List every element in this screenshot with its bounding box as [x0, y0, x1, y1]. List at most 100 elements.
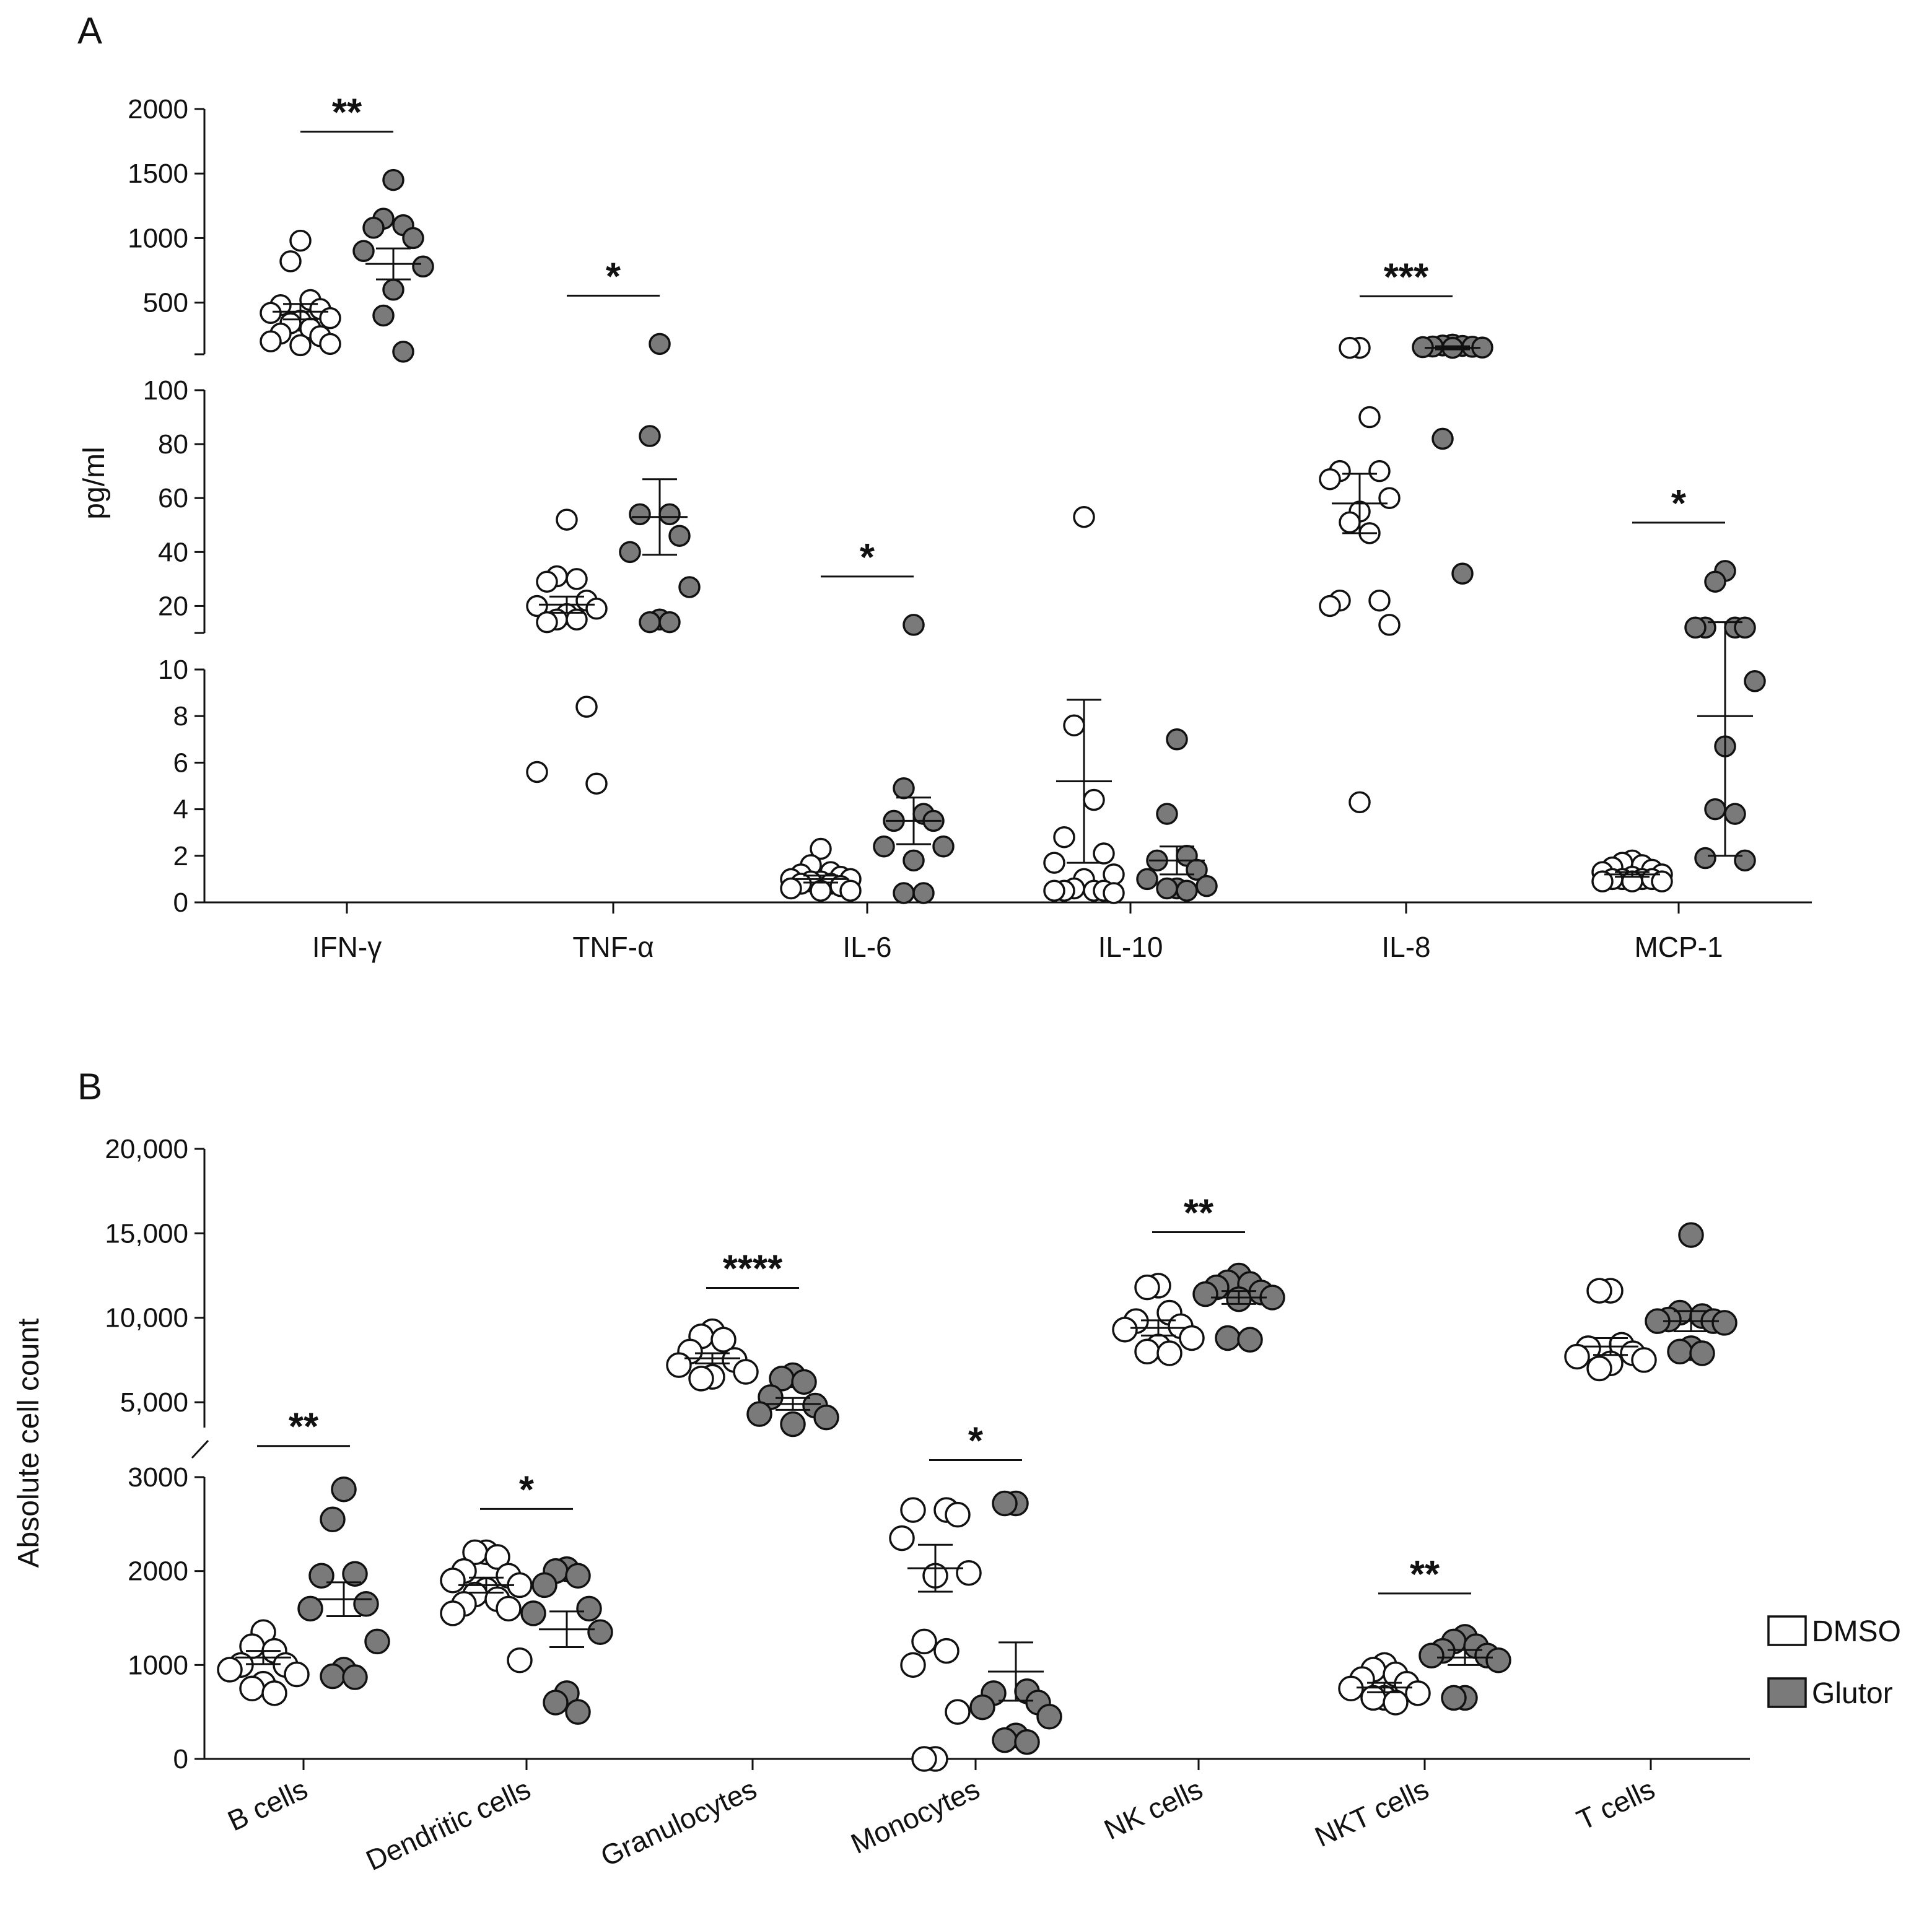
glutor-point	[1485, 1647, 1511, 1673]
dmso-point	[1651, 870, 1673, 892]
glutor-point	[1014, 1729, 1040, 1755]
glutor-point	[1724, 803, 1746, 825]
glutor-point	[352, 240, 375, 263]
y-tick-label: 8	[173, 701, 188, 731]
dmso-point	[1319, 595, 1341, 617]
dmso-point	[1564, 1343, 1590, 1370]
x-tick-label: T cells	[1572, 1773, 1660, 1836]
dmso-point	[1338, 1675, 1364, 1701]
x-tick-label: IL-10	[1098, 931, 1163, 963]
dmso-point	[733, 1359, 759, 1385]
dmso-point	[526, 595, 548, 617]
glutor-point	[658, 611, 681, 634]
significance-stars: *	[606, 255, 621, 298]
dmso-point	[1103, 882, 1125, 904]
dmso-point	[1043, 879, 1065, 902]
panel-label: B	[77, 1066, 102, 1107]
dmso-point	[945, 1699, 971, 1725]
dmso-point	[556, 508, 578, 531]
dmso-point	[1134, 1274, 1160, 1301]
y-tick-label: 3000	[128, 1462, 188, 1493]
dmso-point	[507, 1647, 533, 1673]
dmso-point	[1631, 1347, 1657, 1373]
dmso-point	[575, 696, 598, 718]
glutor-point	[1711, 1310, 1737, 1336]
legend-swatch	[1767, 1677, 1807, 1708]
dmso-point	[780, 877, 802, 900]
dmso-point	[1179, 1325, 1205, 1351]
dmso-point	[319, 307, 341, 329]
glutor-point	[308, 1563, 334, 1589]
dmso-point	[566, 568, 588, 590]
legend-label: DMSO	[1812, 1615, 1901, 1648]
glutor-point	[893, 777, 915, 800]
dmso-point	[260, 302, 282, 325]
glutor-point	[1704, 570, 1726, 593]
dmso-point	[911, 1746, 937, 1772]
glutor-point	[1237, 1327, 1263, 1353]
dmso-point	[496, 1595, 522, 1622]
dmso-point	[239, 1675, 265, 1701]
significance-stars: ***	[1384, 256, 1429, 299]
glutor-point	[1694, 847, 1716, 870]
dmso-point	[1093, 842, 1115, 865]
glutor-point	[746, 1401, 772, 1427]
glutor-point	[992, 1727, 1018, 1753]
glutor-point	[1667, 1338, 1693, 1365]
x-tick-label: Dendritic cells	[361, 1773, 535, 1877]
dmso-point	[289, 229, 312, 252]
glutor-point	[629, 503, 651, 526]
y-tick-label: 20	[158, 591, 188, 621]
glutor-point	[1441, 1685, 1467, 1711]
glutor-point	[382, 279, 404, 301]
glutor-point	[658, 503, 681, 526]
dmso-point	[1339, 336, 1361, 359]
y-tick-label: 1000	[128, 223, 188, 253]
glutor-point	[520, 1600, 546, 1626]
y-tick-label: 60	[158, 483, 188, 513]
glutor-point	[1689, 1340, 1715, 1366]
dmso-point	[585, 772, 608, 795]
glutor-point	[903, 614, 925, 636]
dmso-point	[585, 598, 608, 620]
glutor-point	[1195, 875, 1218, 897]
glutor-point	[1036, 1704, 1062, 1730]
dmso-point	[900, 1652, 926, 1678]
glutor-point	[619, 541, 641, 564]
glutor-point	[412, 255, 434, 278]
y-tick-label: 2	[173, 841, 188, 871]
panel-a: A 0 2 4 6 8 10 20 40 60 80 100 500 1000 1500 2000 pg/ml I…	[77, 10, 1812, 963]
y-tick-label: 1000	[128, 1650, 188, 1680]
dmso-point	[260, 330, 282, 352]
glutor-point	[1432, 427, 1454, 450]
glutor-point	[649, 333, 671, 356]
glutor-point	[780, 1411, 806, 1437]
glutor-point	[813, 1404, 839, 1431]
glutor-point	[668, 525, 691, 547]
glutor-point	[402, 227, 424, 250]
dmso-point	[1405, 1680, 1431, 1706]
dmso-point	[440, 1568, 466, 1594]
x-tick-label: NK cells	[1099, 1773, 1207, 1846]
significance-stars: ****	[723, 1248, 783, 1291]
glutor-point	[531, 1572, 557, 1599]
dmso-point	[666, 1352, 692, 1378]
glutor-point	[1136, 868, 1158, 891]
dmso-point	[1360, 1685, 1386, 1711]
y-tick-label: 20,000	[105, 1134, 188, 1164]
x-tick-label: IFN-γ	[312, 931, 382, 963]
glutor-point	[320, 1506, 346, 1532]
dmso-point	[484, 1544, 510, 1570]
significance-stars: *	[1671, 482, 1687, 525]
dmso-point	[1339, 511, 1361, 534]
dmso-point	[839, 879, 862, 902]
x-tick-label: Granulocytes	[596, 1773, 762, 1873]
glutor-point	[1734, 849, 1756, 872]
dmso-point	[536, 570, 558, 593]
legend: DMSO Glutor	[1767, 1615, 1901, 1710]
glutor-point	[1166, 728, 1188, 751]
dmso-point	[261, 1680, 287, 1706]
x-tick-label: NKT cells	[1310, 1773, 1434, 1853]
dmso-point	[810, 879, 832, 902]
glutor-point	[342, 1561, 368, 1587]
